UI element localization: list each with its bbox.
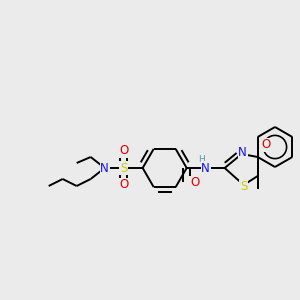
Text: S: S bbox=[120, 161, 127, 175]
Text: S: S bbox=[240, 181, 247, 194]
Text: O: O bbox=[119, 145, 128, 158]
Text: O: O bbox=[119, 178, 128, 191]
Text: O: O bbox=[261, 139, 270, 152]
Text: O: O bbox=[190, 176, 199, 190]
Text: H: H bbox=[198, 154, 205, 164]
Text: N: N bbox=[100, 161, 109, 175]
Text: N: N bbox=[238, 146, 247, 160]
Text: N: N bbox=[201, 161, 210, 175]
